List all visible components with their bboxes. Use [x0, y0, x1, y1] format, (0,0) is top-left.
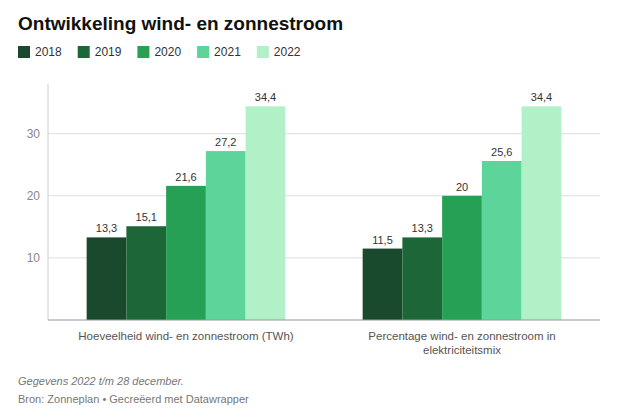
- x-tick-label: Hoeveelheid wind- en zonnestroom (TWh): [78, 330, 294, 342]
- x-axis-line: [48, 319, 600, 320]
- footnote: Gegevens 2022 t/m 28 december.: [18, 375, 184, 387]
- bar: [246, 106, 286, 320]
- legend-label: 2022: [274, 45, 301, 59]
- legend-swatch: [137, 46, 149, 58]
- legend-label: 2019: [95, 45, 122, 59]
- legend-swatch: [197, 46, 209, 58]
- data-label: 13,3: [96, 222, 117, 234]
- bars: [87, 106, 562, 320]
- y-axis-line: [48, 84, 49, 320]
- y-tick-label: 10: [27, 251, 41, 265]
- data-label: 21,6: [175, 171, 196, 183]
- legend-label: 2020: [154, 45, 181, 59]
- data-label: 11,5: [372, 234, 393, 246]
- x-tick-label-line: elektriciteitsmix: [423, 344, 501, 356]
- bar: [166, 186, 206, 320]
- bar: [402, 237, 442, 320]
- legend-label: 2018: [35, 45, 62, 59]
- title: Ontwikkeling wind- en zonnestroom: [18, 13, 343, 34]
- bar: [126, 226, 166, 320]
- bar: [482, 161, 522, 320]
- bar: [442, 196, 482, 320]
- legend-swatch: [257, 46, 269, 58]
- data-label: 25,6: [491, 146, 512, 158]
- data-label: 27,2: [215, 136, 236, 148]
- legend-swatch: [18, 46, 30, 58]
- footnote: Bron: Zonneplan • Gecreëerd met Datawrap…: [18, 393, 249, 405]
- chart: Ontwikkeling wind- en zonnestroom2018201…: [0, 0, 620, 420]
- x-tick-label-line: Percentage wind- en zonnestroom in: [368, 330, 555, 342]
- legend-label: 2021: [214, 45, 241, 59]
- bar: [87, 237, 127, 320]
- bar: [522, 106, 562, 320]
- data-labels: 13,3 15,1 21,6 27,2 34,4 11,5 13,3 20 25,6 34,4: [96, 91, 552, 245]
- data-label: 15,1: [136, 211, 157, 223]
- data-label: 34,4: [531, 91, 552, 103]
- data-label: 13,3: [412, 222, 433, 234]
- y-tick-label: 20: [27, 189, 41, 203]
- data-label: 34,4: [255, 91, 276, 103]
- legend-swatch: [78, 46, 90, 58]
- bar: [206, 151, 246, 320]
- data-label: 20: [456, 181, 468, 193]
- legend: 2018 2019 2020 2021 2022: [18, 45, 301, 59]
- x-tick-label: Percentage wind- en zonnestroom in elektr…: [368, 330, 555, 356]
- y-tick-label: 30: [27, 127, 41, 141]
- x-tick-label-line: Hoeveelheid wind- en zonnestroom (TWh): [78, 330, 294, 342]
- grid-line: [48, 133, 600, 134]
- bar: [363, 249, 403, 320]
